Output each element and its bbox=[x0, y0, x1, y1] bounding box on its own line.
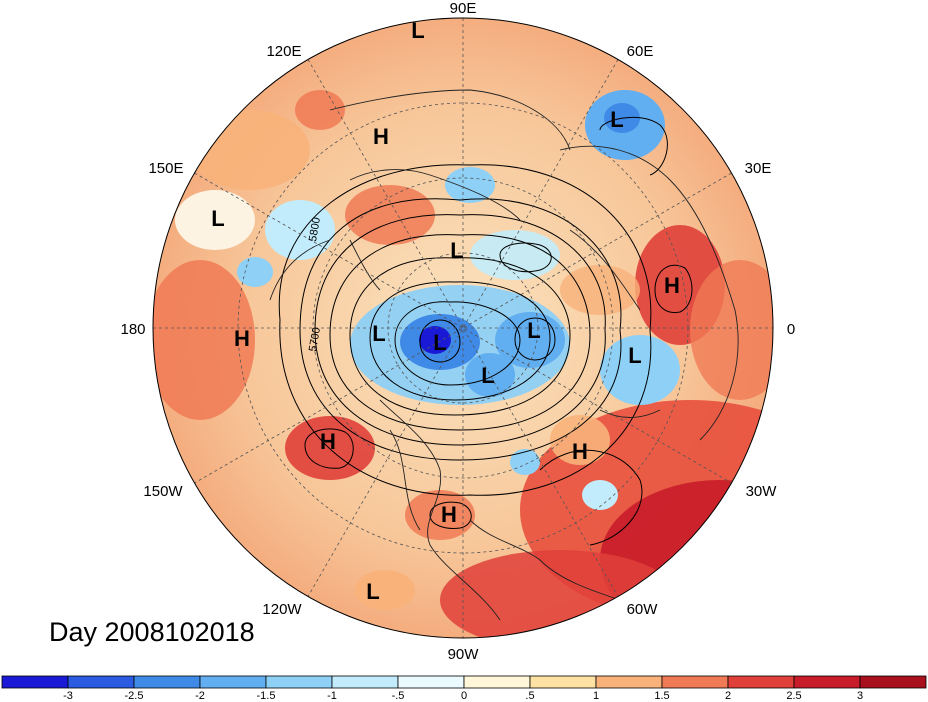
colorbar-tick-label: -1.5 bbox=[257, 690, 276, 702]
colorbar: -3 -2.5 -2 -1.5 -1 -.5 0 .5 1 1.5 2 2.5 3 bbox=[1, 675, 927, 702]
contour-label-5700: 5700 bbox=[307, 326, 323, 352]
colorbar-swatch bbox=[727, 675, 795, 689]
colorbar-tick-label: -2 bbox=[195, 690, 205, 702]
lon-label-0: 0 bbox=[787, 321, 795, 338]
colorbar-tick-label: -3 bbox=[63, 690, 73, 702]
lon-label-180: 180 bbox=[120, 321, 145, 338]
low-center: L bbox=[628, 343, 641, 368]
map-border bbox=[152, 17, 774, 639]
colorbar-tick-label: 2 bbox=[725, 690, 731, 702]
colorbar-swatch bbox=[265, 675, 333, 689]
colorbar-tick-label: -.5 bbox=[392, 690, 405, 702]
high-center: H bbox=[320, 429, 336, 454]
lon-label-30w: 30W bbox=[746, 483, 778, 500]
colorbar-tick-label: 2.5 bbox=[786, 690, 801, 702]
lon-label-150w: 150W bbox=[143, 483, 183, 500]
graticule bbox=[153, 18, 773, 638]
colorbar-tick-label: 0 bbox=[461, 690, 467, 702]
colorbar-tick-label: -2.5 bbox=[125, 690, 144, 702]
low-center: L bbox=[366, 579, 379, 604]
lon-label-150e: 150E bbox=[148, 160, 183, 177]
high-center: H bbox=[373, 124, 389, 149]
high-center: H bbox=[441, 502, 457, 527]
colorbar-tick-label: 3 bbox=[857, 690, 863, 702]
lon-label-120w: 120W bbox=[262, 601, 302, 618]
low-center: L bbox=[433, 330, 446, 355]
longitude-labels: 90E 60E 30E 0 30W 60W 90W 120W 150W 180 … bbox=[120, 0, 795, 663]
lon-label-120e: 120E bbox=[266, 43, 301, 60]
coastlines bbox=[269, 89, 739, 621]
colorbar-swatch bbox=[661, 675, 729, 689]
high-center: H bbox=[664, 273, 680, 298]
day-label: Day 2008102018 bbox=[49, 617, 255, 647]
low-center: L bbox=[211, 206, 224, 231]
low-center: L bbox=[527, 318, 540, 343]
high-center: H bbox=[572, 439, 588, 464]
lon-label-60w: 60W bbox=[627, 601, 659, 618]
colorbar-swatch bbox=[1, 675, 69, 689]
contour-label-5800: 5800 bbox=[307, 216, 323, 242]
colorbar-tick-label: -1 bbox=[327, 690, 337, 702]
colorbar-swatch bbox=[331, 675, 399, 689]
lon-label-90w: 90W bbox=[448, 646, 480, 663]
low-center: L bbox=[411, 18, 424, 43]
lon-label-90e: 90E bbox=[450, 0, 477, 17]
low-center: L bbox=[372, 321, 385, 346]
height-contours bbox=[278, 116, 693, 546]
colorbar-swatch bbox=[595, 675, 663, 689]
pressure-centers: L L H L L H H L L L L L H H H L bbox=[211, 18, 680, 604]
colorbar-swatch bbox=[397, 675, 465, 689]
colorbar-tick-label: 1.5 bbox=[654, 690, 669, 702]
high-center: H bbox=[234, 326, 250, 351]
colorbar-swatch bbox=[793, 675, 861, 689]
low-center: L bbox=[610, 107, 623, 132]
colorbar-swatch bbox=[859, 675, 927, 689]
colorbar-swatch bbox=[529, 675, 597, 689]
colorbar-swatch bbox=[133, 675, 201, 689]
colorbar-swatch bbox=[67, 675, 135, 689]
low-center: L bbox=[481, 363, 494, 388]
colorbar-swatch bbox=[463, 675, 531, 689]
lon-label-30e: 30E bbox=[745, 160, 772, 177]
colorbar-swatch bbox=[199, 675, 267, 689]
low-center: L bbox=[450, 238, 463, 263]
colorbar-tick-label: .5 bbox=[525, 690, 534, 702]
colorbar-tick-label: 1 bbox=[593, 690, 599, 702]
lon-label-60e: 60E bbox=[627, 43, 654, 60]
